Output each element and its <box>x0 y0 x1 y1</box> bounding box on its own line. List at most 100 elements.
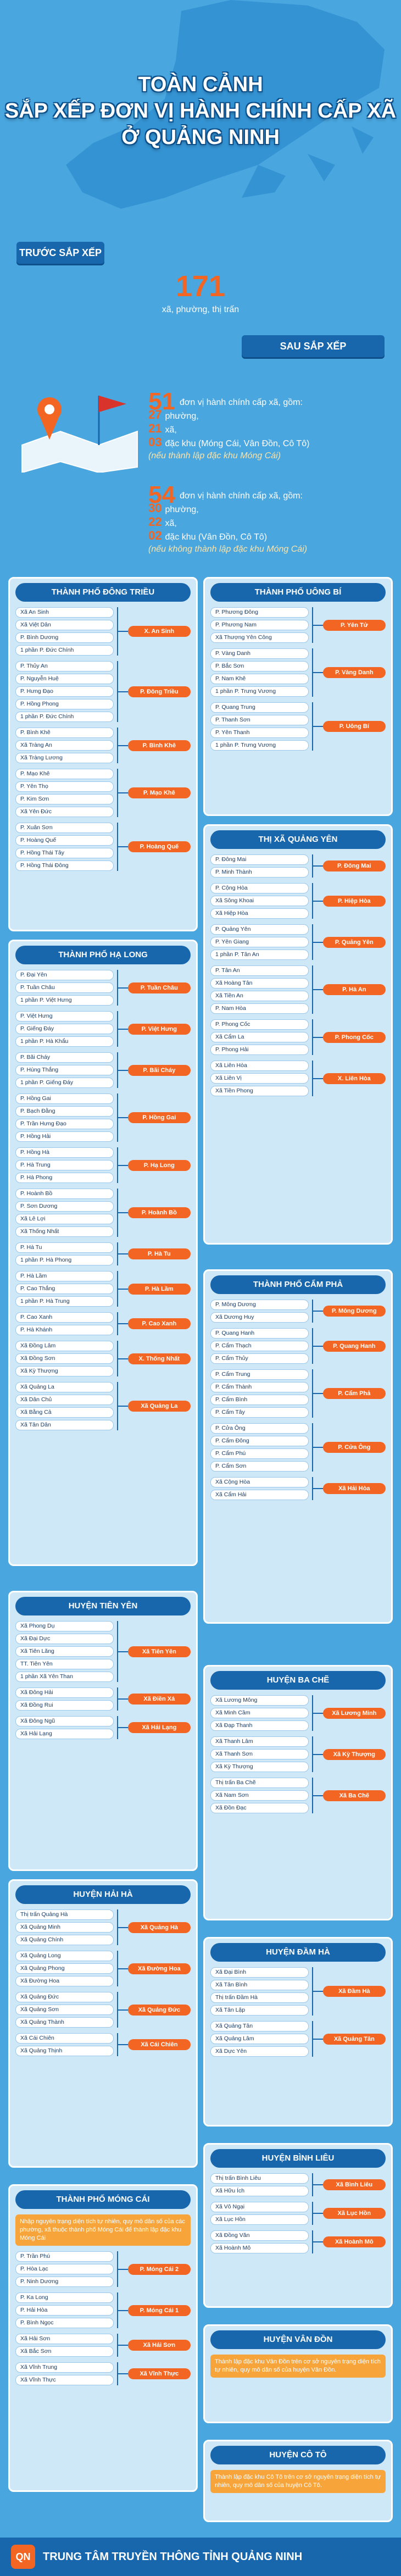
old-unit: P. Tân An <box>210 965 309 976</box>
old-unit: P. Cao Xanh <box>15 1312 114 1323</box>
section-note: Thành lập đặc khu Cô Tô trên cơ sở nguyê… <box>210 2470 386 2493</box>
section: THÀNH PHỐ CẨM PHẢ P. Mông Dương Xã Dương H… <box>203 1269 393 1624</box>
old-units: Xã An Sinh Xã Việt Dân P. Bình Dương 1 phần… <box>15 607 118 656</box>
new-unit: P. Cao Xanh <box>127 1318 191 1329</box>
old-unit: P. Đông Mai <box>210 854 309 865</box>
connector <box>313 1036 323 1038</box>
pin-tip <box>38 413 60 440</box>
section-title: HUYỆN CÔ TÔ <box>210 2446 386 2464</box>
new-unit: Xã Tiên Yên <box>127 1646 191 1657</box>
connector <box>313 1447 323 1448</box>
option-text: đơn vị hành chính cấp xã, gồm: <box>179 491 303 501</box>
connector <box>118 2373 128 2374</box>
connector <box>313 1488 323 1489</box>
merge-group: P. Ka Long P. Hải Hòa P. Bình Ngọc P. Móng … <box>15 2292 191 2328</box>
merge-group: P. Quảng Yên P. Yên Giang 1 phần P. Tân An… <box>210 924 386 960</box>
new-unit: X. An Sinh <box>127 626 191 637</box>
connector <box>313 1991 323 1992</box>
merge-group: Xã Đồng Lâm Xã Đồng Sơn Xã Kỳ Thượng X. Thố… <box>15 1341 191 1376</box>
item-text: phường, <box>165 505 199 514</box>
new-unit: Xã Hải Lạng <box>127 1722 191 1733</box>
old-units: Xã Đông Ngũ Xã Hải Lạng <box>15 1716 118 1739</box>
old-units: P. Cao Xanh P. Hà Khánh <box>15 1312 118 1335</box>
merge-group: Xã Cái Chiên Xã Quảng Thịnh Xã Cái Chiên <box>15 2033 191 2056</box>
old-unit: Xã Hoành Mô <box>210 2243 309 2253</box>
section-title: HUYỆN ĐẦM HÀ <box>210 1943 386 1962</box>
merge-group: P. Mạo Khê P. Yên Thọ P. Kim Sơn Xã Yên Đức… <box>15 769 191 817</box>
old-unit: Xã Đông Ngũ <box>15 1716 114 1726</box>
old-units: P. Bình Khê Xã Tràng An Xã Tràng Lương <box>15 728 118 763</box>
old-unit: P. Hoàng Quế <box>15 835 114 846</box>
old-unit: P. Bạch Đằng <box>15 1106 114 1117</box>
old-unit: P. Giếng Đáy <box>15 1024 114 1034</box>
old-unit: P. Hải Hòa <box>15 2305 114 2316</box>
before-count: 171 <box>175 270 226 303</box>
old-unit: Xã Lê Lợi <box>15 1214 114 1224</box>
merge-group: P. Quang Trung P. Thanh Sơn P. Yên Thanh 1 … <box>210 702 386 751</box>
old-units: P. Hồng Hà P. Hà Trung P. Hà Phong <box>15 1147 118 1183</box>
connector <box>118 846 128 847</box>
old-unit: Xã Sông Khoai <box>210 896 309 906</box>
new-unit: P. Hồng Gai <box>127 1112 191 1123</box>
new-unit: P. Cẩm Phả <box>322 1388 386 1399</box>
old-unit: Xã Cẩm Hải <box>210 1490 309 1500</box>
old-unit: P. Yên Giang <box>210 937 309 947</box>
connector <box>313 1078 323 1079</box>
new-unit: P. Tuần Châu <box>127 982 191 993</box>
merge-group: Xã Lương Mông Xã Minh Cầm Xã Đạp Thanh Xã L… <box>210 1695 386 1731</box>
connector <box>118 1253 128 1254</box>
new-unit: P. Hà Tu <box>127 1248 191 1259</box>
merge-group: P. Việt Hưng P. Giếng Đáy 1 phần P. Hà Khẩ… <box>15 1011 191 1047</box>
connector <box>118 2009 128 2011</box>
connector <box>118 631 128 632</box>
old-unit: P. Tuần Châu <box>15 982 114 993</box>
old-unit: Xã Đồng Văn <box>210 2230 309 2241</box>
old-unit: P. Hùng Thắng <box>15 1065 114 1075</box>
old-unit: Xã Việt Dân <box>15 620 114 630</box>
merge-group: P. Hồng Gai P. Bạch Đằng P. Trần Hưng Đạo P… <box>15 1093 191 1142</box>
new-unit: X. Thống Nhất <box>127 1353 191 1364</box>
merge-group: Xã Quảng Tân Xã Quảng Lâm Xã Dực Yên Xã Quả… <box>210 2021 386 2057</box>
old-unit: P. Hà Tu <box>15 1242 114 1253</box>
old-units: P. Phong Cốc Xã Cẩm La P. Phong Hải <box>210 1019 313 1055</box>
new-unit: P. Uông Bí <box>322 721 386 732</box>
old-unit: Thị trấn Ba Chẽ <box>210 1778 309 1788</box>
old-unit: P. Bắc Sơn <box>210 661 309 671</box>
old-unit: Xã Yên Đức <box>15 807 114 817</box>
old-units: P. Quảng Yên P. Yên Giang 1 phần P. Tân An <box>210 924 313 960</box>
merge-group: P. Hoành Bồ P. Sơn Dương Xã Lê Lợi Xã Thống… <box>15 1189 191 1237</box>
old-unit: Xã Hải Lạng <box>15 1729 114 1739</box>
old-unit: P. Hưng Đạo <box>15 686 114 697</box>
connector <box>118 1698 128 1700</box>
old-unit: 1 phần P. Việt Hưng <box>15 995 114 1006</box>
new-unit: P. Việt Hưng <box>127 1023 191 1035</box>
section-title: THÀNH PHỐ UÔNG BÍ <box>210 583 386 602</box>
merge-group: Xã Thanh Lâm Xã Thanh Sơn Xã Kỳ Thượng Xã K… <box>210 1736 386 1772</box>
old-units: Thị trấn Ba Chẽ Xã Nam Sơn Xã Đồn Đạc <box>210 1778 313 1813</box>
old-unit: P. Phương Đông <box>210 607 309 618</box>
option-item: 21 xã, <box>148 423 390 436</box>
old-units: Thị trấn Bình Liêu Xã Hữu Ích <box>210 2173 313 2196</box>
old-unit: Xã Tân Dân <box>15 1420 114 1430</box>
new-unit: Xã Đầm Hà <box>322 1986 386 1997</box>
old-unit: Xã Tân Lập <box>210 2005 309 2016</box>
old-unit: Xã Lục Hồn <box>210 2214 309 2225</box>
merge-group: P. Bãi Cháy P. Hùng Thắng 1 phần P. Giếng … <box>15 1052 191 1088</box>
old-unit: P. Cửa Ông <box>210 1423 309 1434</box>
merge-group: Xã Đồng Văn Xã Hoành Mô Xã Hoành Mô <box>210 2230 386 2253</box>
old-unit: P. Bình Khê <box>15 728 114 738</box>
old-unit: Xã Tiên Lãng <box>15 1646 114 1657</box>
old-unit: P. Hồng Phong <box>15 699 114 709</box>
item-number: 21 <box>148 421 162 435</box>
old-units: Xã Lương Mông Xã Minh Cầm Xã Đạp Thanh <box>210 1695 313 1731</box>
connector <box>118 1406 128 1407</box>
title-line: Ở QUẢNG NINH <box>121 126 280 149</box>
old-unit: Xã Đạp Thanh <box>210 1720 309 1731</box>
old-units: Xã Liên Hòa Xã Liên Vị Xã Tiền Phong <box>210 1061 313 1096</box>
connector <box>313 1795 323 1796</box>
new-unit: P. Đông Mai <box>322 860 386 871</box>
old-unit: P. Cao Thắng <box>15 1284 114 1294</box>
folded-map <box>21 430 138 473</box>
connector <box>118 1968 128 1969</box>
old-unit: Xã Quảng La <box>15 1382 114 1392</box>
